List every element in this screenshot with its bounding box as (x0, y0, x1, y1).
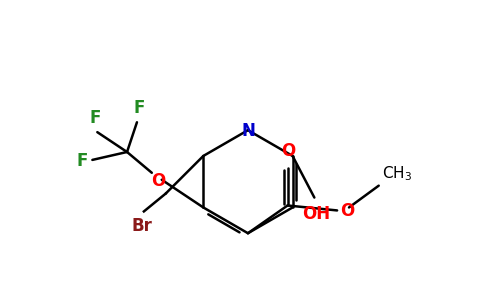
Text: CH$_3$: CH$_3$ (382, 164, 412, 183)
Text: OH: OH (302, 206, 331, 224)
Text: Br: Br (132, 218, 152, 236)
Text: O: O (340, 202, 354, 220)
Text: F: F (133, 99, 145, 117)
Text: O: O (281, 142, 296, 160)
Text: F: F (76, 152, 88, 170)
Text: N: N (241, 122, 255, 140)
Text: F: F (90, 109, 101, 127)
Text: O: O (151, 172, 165, 190)
